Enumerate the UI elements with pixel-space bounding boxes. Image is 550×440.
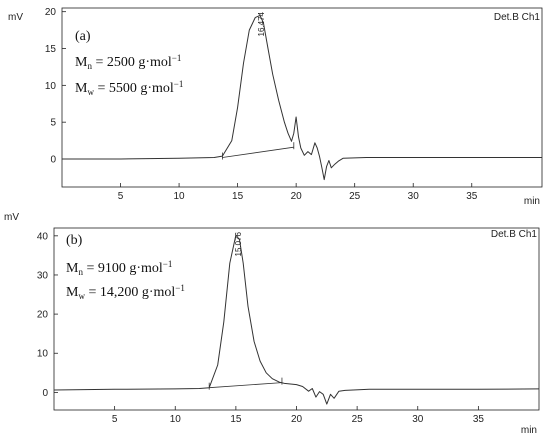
- panel-b-x-unit: min: [521, 425, 537, 436]
- panel-b-plot-frame: [53, 227, 540, 411]
- panel-b-mw-annotation: Mw = 14,200 g·mol−1: [66, 283, 185, 301]
- panel-b-baseline-line: [209, 382, 283, 389]
- panel-a-plot-frame: [61, 7, 543, 188]
- panel-a-x-unit: min: [524, 196, 540, 207]
- annotation-part: = 14,200 g·mol: [85, 285, 175, 300]
- panel-b-x-tick-label: 35: [473, 414, 485, 425]
- annotation-part: −1: [174, 79, 184, 89]
- panel-b-x-tick-label: 15: [230, 414, 242, 425]
- panel-b-y-tick-label: 30: [37, 270, 49, 281]
- panel-a-y-tick-label: 15: [45, 44, 57, 55]
- annotation-part: w: [87, 87, 94, 97]
- panel-b-x-tick-label: 20: [291, 414, 303, 425]
- panel-b-detector-label: Det.B Ch1: [491, 229, 538, 240]
- annotation-part: M: [75, 55, 88, 70]
- panel-b-x-tick-label: 5: [112, 414, 118, 425]
- annotation-part: −1: [172, 53, 182, 63]
- annotation-part: −1: [163, 259, 173, 269]
- panel-b-y-unit: mV: [4, 212, 19, 223]
- panel-a-x-tick-label: 5: [118, 191, 124, 202]
- panel-a-x-tick-label: 35: [466, 191, 478, 202]
- panel-a-mn-annotation: Mn = 2500 g·mol−1: [75, 53, 181, 71]
- panel-b-panel-label: (b): [66, 233, 83, 248]
- panel-b-x-tick-label: 25: [352, 414, 364, 425]
- annotation-part: M: [66, 261, 79, 276]
- panel-a-y-tick-label: 10: [45, 81, 57, 92]
- panel-b-mn-annotation: Mn = 9100 g·mol−1: [66, 259, 172, 277]
- panel-a-mw-annotation: Mw = 5500 g·mol−1: [75, 79, 183, 97]
- panel-a-panel-label: (a): [75, 29, 91, 44]
- panel-b-y-tick-label: 40: [37, 231, 49, 242]
- panel-a-x-tick-label: 25: [349, 191, 361, 202]
- panel-a-trace-line: [62, 14, 542, 181]
- panel-b-x-tick-label: 30: [412, 414, 424, 425]
- panel-b-x-tick-label: 10: [170, 414, 182, 425]
- panel-a-baseline-line: [222, 146, 294, 158]
- annotation-part: = 9100 g·mol: [83, 261, 163, 276]
- panel-a-x-tick-label: 30: [408, 191, 420, 202]
- panel-a-x-tick-label: 10: [174, 191, 186, 202]
- panel-a-x-tick-label: 15: [232, 191, 244, 202]
- panel-b-y-tick-label: 10: [37, 349, 49, 360]
- annotation-part: n: [78, 267, 83, 277]
- panel-a-y-tick-label: 0: [50, 155, 56, 166]
- annotation-part: −1: [175, 283, 185, 293]
- panel-a-y-unit: mV: [8, 12, 23, 23]
- annotation-part: w: [78, 291, 85, 301]
- panel-b-y-tick-label: 20: [37, 310, 49, 321]
- panel-a-y-tick-label: 5: [50, 118, 56, 129]
- panel-b-peak-label: 15.076: [234, 231, 243, 256]
- annotation-part: n: [87, 61, 92, 71]
- panel-a-peak-label: 16.474: [257, 11, 266, 36]
- panel-a-y-tick-label: 20: [45, 7, 57, 18]
- panel-b-y-tick-label: 0: [42, 388, 48, 399]
- panel-a-detector-label: Det.B Ch1: [494, 12, 541, 23]
- annotation-part: M: [66, 285, 79, 300]
- annotation-part: M: [75, 81, 88, 96]
- annotation-part: = 5500 g·mol: [94, 81, 174, 96]
- annotation-part: = 2500 g·mol: [92, 55, 172, 70]
- panel-a-x-tick-label: 20: [291, 191, 303, 202]
